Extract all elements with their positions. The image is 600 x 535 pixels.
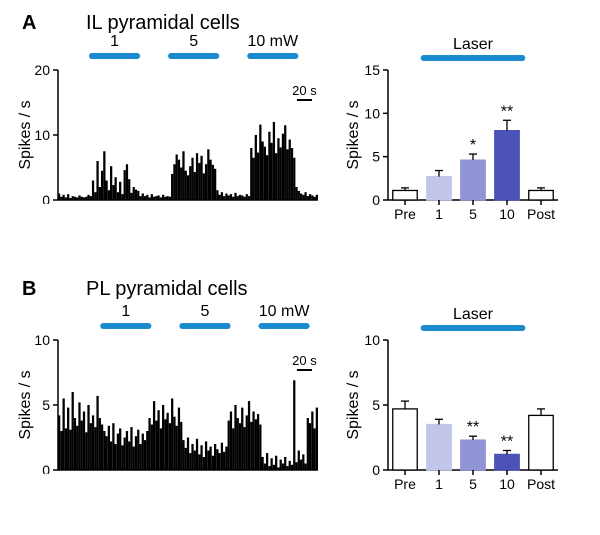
svg-text:20 s: 20 s	[292, 353, 317, 368]
svg-text:0: 0	[372, 192, 380, 208]
svg-text:0: 0	[372, 462, 380, 478]
svg-text:10: 10	[499, 476, 515, 492]
svg-text:Spikes / s: Spikes / s	[345, 100, 362, 169]
svg-text:20: 20	[34, 62, 50, 78]
svg-text:10 mW: 10 mW	[259, 303, 311, 320]
svg-text:10: 10	[499, 206, 515, 222]
svg-text:**: **	[501, 434, 513, 451]
svg-text:0: 0	[42, 462, 50, 474]
svg-text:1: 1	[110, 33, 119, 50]
svg-text:Post: Post	[527, 476, 555, 492]
svg-text:*: *	[470, 137, 476, 154]
hist-B: 0 5 10 Spikes / s 1 5 10 mW 20 s	[18, 300, 318, 474]
svg-text:Pre: Pre	[394, 476, 416, 492]
svg-text:5: 5	[372, 149, 380, 165]
svg-text:1: 1	[121, 303, 130, 320]
svg-text:10: 10	[364, 332, 380, 348]
svg-text:1: 1	[435, 206, 443, 222]
svg-text:10: 10	[34, 127, 50, 143]
svg-text:10: 10	[34, 332, 50, 348]
figure-root: AIL pyramidal cells01020Spikes / s1510 m…	[0, 0, 600, 535]
panel-letter-B: B	[22, 278, 36, 301]
svg-text:Laser: Laser	[453, 36, 494, 53]
svg-text:Spikes / s: Spikes / s	[18, 100, 34, 169]
svg-text:15: 15	[364, 62, 380, 78]
svg-text:Pre: Pre	[394, 206, 416, 222]
hist-A: 0 10 20 Spikes / s 1 5 10 mW 20 s	[18, 30, 318, 204]
barchart-B: 0 5 10 Spikes / s Pre 1 5 ** 10 ** Post Laser	[344, 300, 558, 496]
svg-text:**: **	[467, 419, 479, 436]
svg-text:5: 5	[372, 397, 380, 413]
svg-text:10 mW: 10 mW	[247, 33, 299, 50]
panel-title-B: PL pyramidal cells	[86, 278, 248, 301]
svg-text:0: 0	[42, 192, 50, 204]
svg-text:Post: Post	[527, 206, 555, 222]
svg-text:5: 5	[469, 476, 477, 492]
svg-text:1: 1	[435, 476, 443, 492]
svg-text:5: 5	[469, 206, 477, 222]
svg-text:5: 5	[201, 303, 210, 320]
svg-text:20 s: 20 s	[292, 83, 317, 98]
svg-text:Spikes / s: Spikes / s	[345, 370, 362, 439]
barchart-A: 051015Spikes / sPre15*10**PostLaser	[344, 30, 558, 226]
svg-text:5: 5	[42, 397, 50, 413]
svg-text:10: 10	[364, 105, 380, 121]
svg-text:**: **	[501, 103, 513, 120]
svg-text:Spikes / s: Spikes / s	[18, 370, 34, 439]
svg-text:Laser: Laser	[453, 306, 494, 323]
svg-text:5: 5	[189, 33, 198, 50]
